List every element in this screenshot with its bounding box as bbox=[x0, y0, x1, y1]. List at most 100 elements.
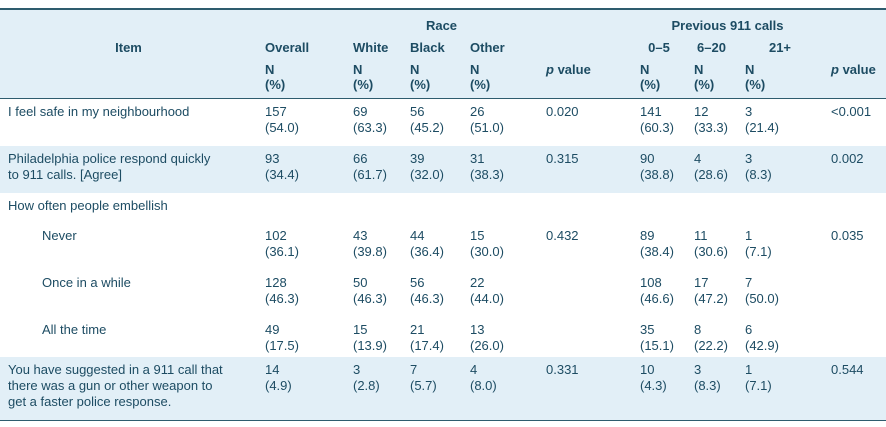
section-label: How often people embellish bbox=[8, 198, 168, 213]
header-n-pct-0-5: N (%) bbox=[640, 62, 661, 92]
header-n-pct-6-20: N (%) bbox=[694, 62, 715, 92]
cell-p-value-calls: <0.001 bbox=[831, 104, 872, 119]
cell-0-5: 108 (46.6) bbox=[640, 275, 674, 306]
cell-6-20 bbox=[686, 193, 737, 223]
column-header-21-plus: 21+ bbox=[768, 40, 792, 55]
cell-21-plus: 3 (21.4) bbox=[745, 104, 779, 135]
header-spacer bbox=[538, 40, 632, 58]
cell-6-20: 8 (22.2) bbox=[694, 322, 728, 353]
cell-black bbox=[402, 193, 462, 223]
cell-6-20: 12 (33.3) bbox=[694, 104, 728, 135]
p-value-label-italic: p bbox=[831, 62, 839, 77]
column-header-white: White bbox=[353, 40, 389, 55]
table-row-once-in-a-while: Once in a while 128 (46.3) 50 (46.3) 56 … bbox=[0, 270, 886, 317]
row-item-label: I feel safe in my neighbourhood bbox=[8, 104, 190, 119]
cell-white: 66 (61.7) bbox=[353, 151, 387, 182]
column-header-6-20: 6–20 bbox=[697, 40, 726, 55]
cell-0-5: 10 (4.3) bbox=[640, 362, 667, 393]
table-header: Race Previous 911 calls Item Overall Whi… bbox=[0, 10, 886, 99]
cell-overall: 157 (54.0) bbox=[265, 104, 299, 135]
row-item-label: Philadelphia police respond quickly to 9… bbox=[8, 151, 211, 182]
header-spacer bbox=[0, 62, 257, 98]
previous-911-calls-group-header: Previous 911 calls bbox=[671, 18, 784, 33]
header-p-value-race: p value bbox=[538, 62, 632, 98]
table-row-all-the-time: All the time 49 (17.5) 15 (13.9) 21 (17.… bbox=[0, 317, 886, 357]
results-table: Race Previous 911 calls Item Overall Whi… bbox=[0, 8, 886, 421]
header-n-pct-white: N (%) bbox=[353, 62, 374, 92]
header-n-pct-overall: N (%) bbox=[265, 62, 286, 92]
cell-21-plus: 1 (7.1) bbox=[745, 362, 772, 393]
cell-white bbox=[345, 193, 402, 223]
cell-other: 13 (26.0) bbox=[470, 322, 504, 353]
cell-black: 44 (36.4) bbox=[410, 228, 444, 259]
cell-p-value-race bbox=[538, 317, 632, 357]
cell-21-plus: 6 (42.9) bbox=[745, 322, 779, 353]
cell-p-value-calls bbox=[823, 270, 886, 317]
p-value-label-rest: value bbox=[838, 62, 876, 77]
cell-21-plus bbox=[737, 193, 823, 223]
header-p-value-calls: p value bbox=[823, 62, 886, 98]
cell-white: 50 (46.3) bbox=[353, 275, 387, 306]
row-item-label: Once in a while bbox=[42, 275, 131, 290]
cell-p-value-race bbox=[538, 270, 632, 317]
cell-overall: 128 (46.3) bbox=[265, 275, 299, 306]
header-subrow: N (%) N (%) N (%) N (%) p value N (%) N … bbox=[0, 58, 886, 98]
table-row-never: Never 102 (36.1) 43 (39.8) 44 (36.4) 15 … bbox=[0, 223, 886, 270]
cell-0-5: 90 (38.8) bbox=[640, 151, 674, 182]
column-header-item: Item bbox=[115, 40, 142, 55]
p-value-label-rest: value bbox=[553, 62, 591, 77]
header-spacer bbox=[823, 40, 886, 58]
cell-0-5: 141 (60.3) bbox=[640, 104, 674, 135]
header-group-row: Race Previous 911 calls bbox=[0, 10, 886, 34]
header-columns-row: Item Overall White Black Other 0–5 6–20 … bbox=[0, 34, 886, 58]
cell-other: 22 (44.0) bbox=[470, 275, 504, 306]
p-value-label-italic: p bbox=[546, 62, 554, 77]
race-group-header: Race bbox=[425, 18, 458, 33]
column-header-overall: Overall bbox=[265, 40, 310, 55]
cell-black: 56 (45.2) bbox=[410, 104, 444, 135]
row-item-label: You have suggested in a 911 call that th… bbox=[8, 362, 223, 409]
cell-overall: 49 (17.5) bbox=[265, 322, 299, 353]
cell-6-20: 3 (8.3) bbox=[694, 362, 721, 393]
cell-other bbox=[462, 193, 538, 223]
cell-21-plus: 3 (8.3) bbox=[745, 151, 772, 182]
cell-white: 15 (13.9) bbox=[353, 322, 387, 353]
column-header-0-5: 0–5 bbox=[648, 40, 670, 55]
cell-6-20: 4 (28.6) bbox=[694, 151, 728, 182]
cell-overall: 93 (34.4) bbox=[265, 151, 299, 182]
header-n-pct-21-plus: N (%) bbox=[745, 62, 766, 92]
cell-other: 26 (51.0) bbox=[470, 104, 504, 135]
cell-other: 15 (30.0) bbox=[470, 228, 504, 259]
cell-white: 3 (2.8) bbox=[353, 362, 380, 393]
row-item-label: All the time bbox=[42, 322, 107, 337]
cell-white: 43 (39.8) bbox=[353, 228, 387, 259]
cell-p-value-race: 0.432 bbox=[546, 228, 579, 243]
cell-p-value-race: 0.020 bbox=[546, 104, 579, 119]
cell-other: 4 (8.0) bbox=[470, 362, 497, 393]
cell-other: 31 (38.3) bbox=[470, 151, 504, 182]
cell-overall: 102 (36.1) bbox=[265, 228, 299, 259]
cell-white: 69 (63.3) bbox=[353, 104, 387, 135]
header-spacer bbox=[0, 18, 257, 34]
cell-black: 56 (46.3) bbox=[410, 275, 444, 306]
cell-p-value-calls bbox=[823, 193, 886, 223]
cell-p-value-calls: 0.544 bbox=[831, 362, 864, 377]
table-row-section-embellish: How often people embellish bbox=[0, 193, 886, 223]
cell-21-plus: 1 (7.1) bbox=[745, 228, 772, 259]
column-header-other: Other bbox=[470, 40, 505, 55]
cell-black: 39 (32.0) bbox=[410, 151, 444, 182]
table-row-suggested-weapon: You have suggested in a 911 call that th… bbox=[0, 357, 886, 420]
header-n-pct-other: N (%) bbox=[470, 62, 491, 92]
row-item-label: Never bbox=[42, 228, 77, 243]
cell-overall bbox=[257, 193, 345, 223]
header-spacer bbox=[823, 18, 886, 34]
cell-p-value-calls: 0.002 bbox=[831, 151, 864, 166]
cell-black: 21 (17.4) bbox=[410, 322, 444, 353]
cell-6-20: 17 (47.2) bbox=[694, 275, 728, 306]
cell-p-value-race: 0.331 bbox=[546, 362, 579, 377]
table-body: I feel safe in my neighbourhood 157 (54.… bbox=[0, 99, 886, 420]
cell-p-value-race bbox=[538, 193, 632, 223]
header-n-pct-black: N (%) bbox=[410, 62, 431, 92]
header-spacer bbox=[538, 18, 632, 34]
